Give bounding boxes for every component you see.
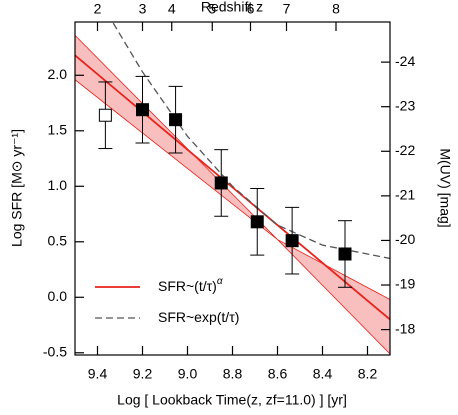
y2-tick-label: -19 [395,276,415,292]
x2-tick-label: 3 [139,1,147,17]
legend-text: SFR~exp(t/τ) [158,309,239,325]
x2-tick-label: 5 [208,1,216,17]
x-tick-label: 8.8 [223,366,243,382]
y2-tick-label: -20 [395,231,415,247]
x2-tick-label: 2 [94,1,102,17]
data-point [169,113,183,127]
fit-line [75,54,390,321]
y2-tick-label: -21 [395,187,415,203]
x2-tick-label: 7 [283,1,291,17]
x2-tick-label: 6 [247,1,255,17]
x-tick-label: 9.4 [88,366,108,382]
y2-tick-label: -24 [395,53,415,69]
legend-superscript: α [217,276,223,287]
confidence-band [75,34,390,355]
data-point [338,247,352,261]
y2-tick-label: -23 [395,97,415,113]
legend-label: SFR~exp(t/τ) [158,309,239,325]
data-point [250,215,264,229]
data-point [98,108,112,122]
x-tick-label: 8.6 [268,366,288,382]
x-tick-label: 8.2 [358,366,378,382]
data-point [285,234,299,248]
y-tick-label: 1.5 [48,121,68,137]
top-axis-title: Redshift z [201,0,263,15]
y-tick-label: 0.0 [48,288,68,304]
x-tick-label: 9.2 [133,366,153,382]
x-tick-label: 8.4 [313,366,333,382]
fit-line [112,22,390,260]
y2-tick-label: -18 [395,320,415,336]
y-tick-label: 1.0 [48,177,68,193]
plot-area [75,22,390,355]
x-tick-label: 9.0 [178,366,198,382]
y-tick-label: -0.5 [43,343,67,359]
data-point [136,103,149,117]
x2-tick-label: 8 [332,1,340,17]
y-tick-label: 0.5 [48,232,68,248]
data-point [214,176,228,190]
y2-axis-title: M(UV) [mag] [437,148,453,227]
y-axis-title: Log SFR [M⊙ yr⁻¹] [9,129,25,247]
legend-text: SFR~(t/τ) [158,278,217,294]
y-tick-label: 2.0 [48,66,68,82]
legend-label: SFR~(t/τ)α [158,276,223,294]
y2-tick-label: -22 [395,142,415,158]
x2-tick-label: 4 [168,1,176,17]
x-axis-title: Log [ Lookback Time(z, zf=11.0) ] [yr] [117,392,347,408]
